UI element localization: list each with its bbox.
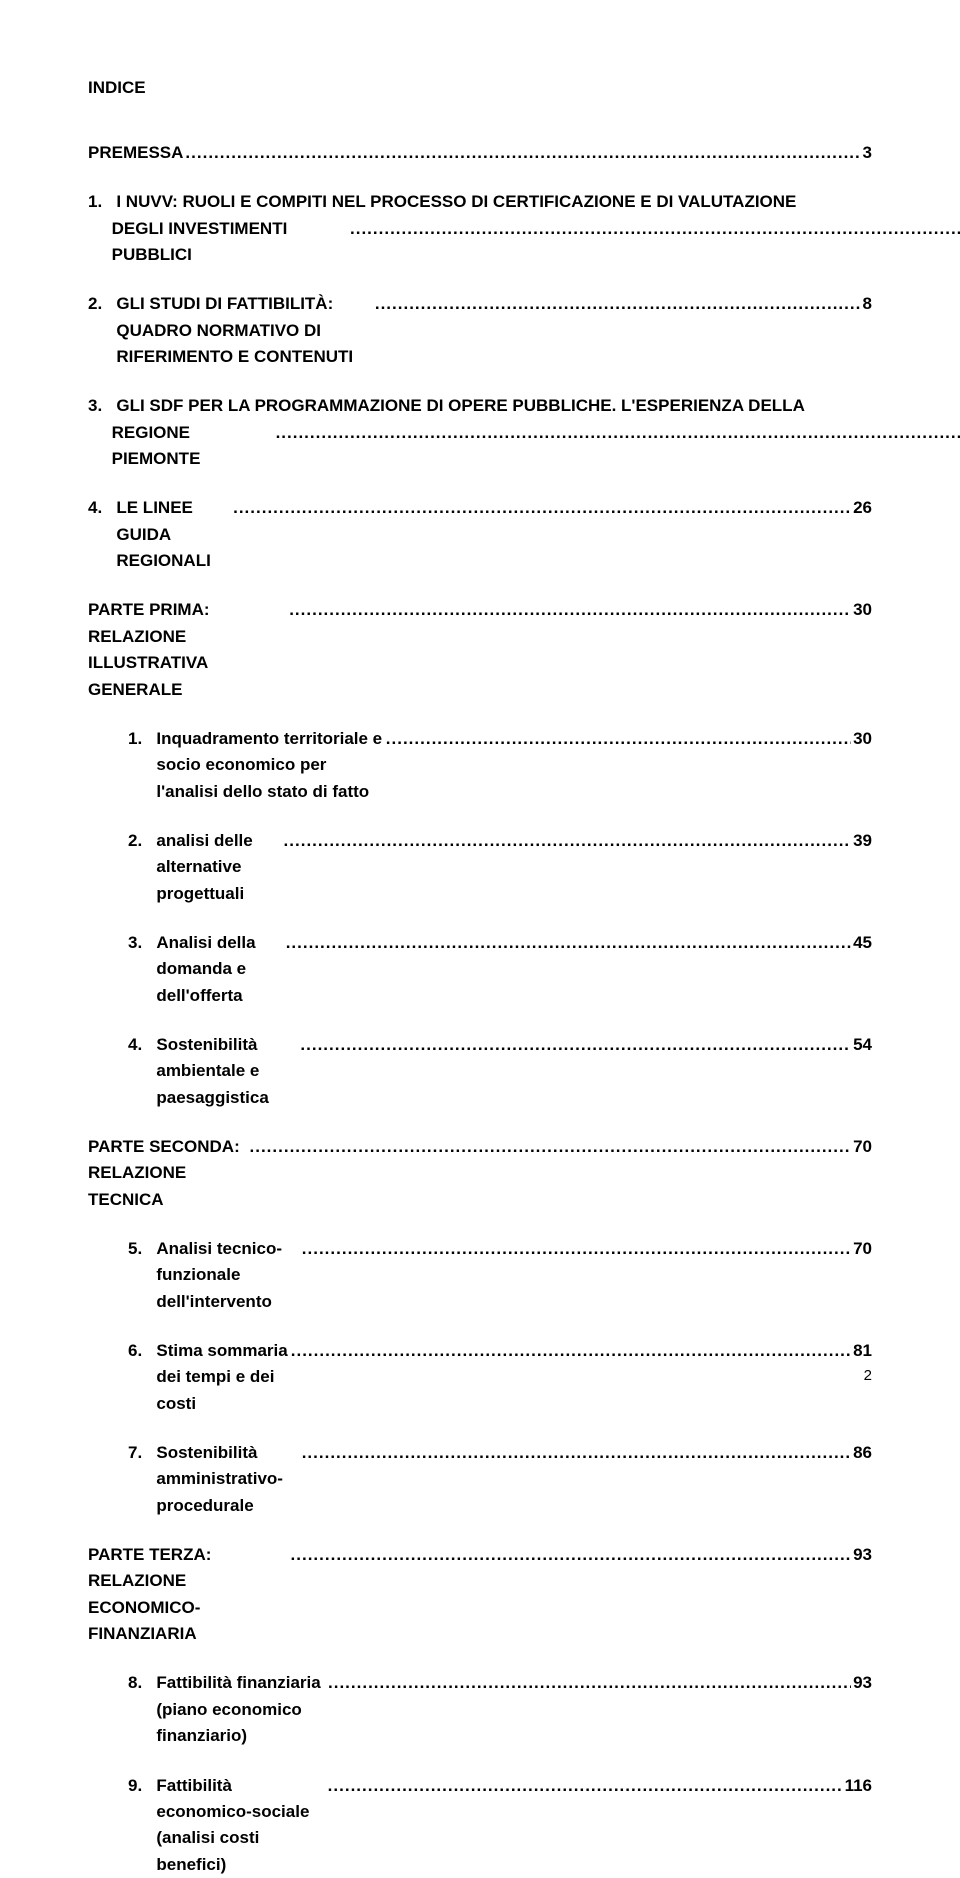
toc-leader [298, 1032, 851, 1058]
toc-text: PARTE TERZA: RELAZIONE ECONOMICO-FINANZI… [88, 1542, 289, 1647]
toc-entry: 2. GLI STUDI DI FATTIBILITÀ: QUADRO NORM… [88, 291, 872, 370]
toc-leader [348, 216, 960, 242]
toc-entry: 8. Fattibilità finanziaria (piano econom… [88, 1670, 872, 1749]
toc-num: 1. [128, 726, 156, 752]
toc-entry: 9. Fattibilità economico-sociale (analis… [88, 1773, 872, 1878]
toc-page: 30 [851, 597, 872, 623]
toc-leader [326, 1670, 851, 1696]
toc-entry: 1. I NUVV: RUOLI E COMPITI NEL PROCESSO … [88, 189, 872, 268]
toc-page: 54 [851, 1032, 872, 1058]
toc-text: PARTE SECONDA: RELAZIONE TECNICA [88, 1134, 248, 1213]
toc-text: LE LINEE GUIDA REGIONALI [116, 495, 231, 574]
toc-text: I NUVV: RUOLI E COMPITI NEL PROCESSO DI … [116, 189, 796, 215]
toc-entry: 7. Sostenibilità amministrativo-procedur… [88, 1440, 872, 1519]
toc-entry: 3. GLI SDF PER LA PROGRAMMAZIONE DI OPER… [88, 393, 872, 472]
toc-num: 4. [88, 495, 116, 521]
toc-page: 116 [843, 1773, 872, 1799]
toc-page: 39 [851, 828, 872, 854]
toc-text: Stima sommaria dei tempi e dei costi [156, 1338, 288, 1417]
toc-text: GLI STUDI DI FATTIBILITÀ: QUADRO NORMATI… [116, 291, 373, 370]
toc-leader [284, 930, 851, 956]
toc-entry: 6. Stima sommaria dei tempi e dei costi … [88, 1338, 872, 1417]
toc-leader [282, 828, 852, 854]
toc-entry: 4. Sostenibilità ambientale e paesaggist… [88, 1032, 872, 1111]
toc-page: 45 [851, 930, 872, 956]
toc-leader [231, 495, 851, 521]
toc-page: 70 [851, 1236, 872, 1262]
toc-text: GLI SDF PER LA PROGRAMMAZIONE DI OPERE P… [116, 393, 804, 419]
toc-list: PREMESSA 3 1. I NUVV: RUOLI E COMPITI NEL… [88, 140, 872, 1878]
toc-text: Sostenibilità amministrativo-procedurale [156, 1440, 299, 1519]
toc-leader [289, 1338, 851, 1364]
toc-num: 4. [128, 1032, 156, 1058]
toc-num: 7. [128, 1440, 156, 1466]
toc-num: 6. [128, 1338, 156, 1364]
page-title: INDICE [88, 78, 872, 98]
toc-text: Inquadramento territoriale e socio econo… [156, 726, 383, 805]
toc-page: 3 [861, 140, 872, 166]
toc-page: 93 [851, 1670, 872, 1696]
toc-page: 81 [851, 1338, 872, 1364]
toc-leader [373, 291, 861, 317]
toc-num: 2. [88, 291, 116, 317]
toc-page: 8 [861, 291, 872, 317]
toc-text: PREMESSA [88, 140, 183, 166]
toc-text: DEGLI INVESTIMENTI PUBBLICI [112, 216, 348, 269]
toc-entry: PREMESSA 3 [88, 140, 872, 166]
toc-entry: 3. Analisi della domanda e dell'offerta … [88, 930, 872, 1009]
toc-leader [300, 1440, 851, 1466]
toc-entry: PARTE PRIMA: RELAZIONE ILLUSTRATIVA GENE… [88, 597, 872, 702]
toc-text: Analisi tecnico-funzionale dell'interven… [156, 1236, 299, 1315]
toc-num: 5. [128, 1236, 156, 1262]
toc-text: analisi delle alternative progettuali [156, 828, 281, 907]
toc-text: Fattibilità finanziaria (piano economico… [156, 1670, 326, 1749]
toc-page: 70 [851, 1134, 872, 1160]
toc-page: 26 [851, 495, 872, 521]
page-number: 2 [864, 1367, 872, 1384]
toc-leader [248, 1134, 852, 1160]
toc-entry: 5. Analisi tecnico-funzionale dell'inter… [88, 1236, 872, 1315]
toc-text: PARTE PRIMA: RELAZIONE ILLUSTRATIVA GENE… [88, 597, 287, 702]
toc-leader [287, 597, 851, 623]
toc-text: Fattibilità economico-sociale (analisi c… [156, 1773, 325, 1878]
toc-num: 8. [128, 1670, 156, 1696]
toc-page: 86 [851, 1440, 872, 1466]
toc-num: 1. [88, 189, 116, 215]
toc-leader [183, 140, 860, 166]
toc-num: 2. [128, 828, 156, 854]
toc-num: 3. [128, 930, 156, 956]
toc-text: Analisi della domanda e dell'offerta [156, 930, 283, 1009]
toc-page: 30 [851, 726, 872, 752]
toc-text: REGIONE PIEMONTE [112, 420, 274, 473]
toc-num: 9. [128, 1773, 156, 1799]
toc-entry: 4. LE LINEE GUIDA REGIONALI 26 [88, 495, 872, 574]
toc-entry: PARTE SECONDA: RELAZIONE TECNICA 70 [88, 1134, 872, 1213]
toc-leader [274, 420, 960, 446]
toc-entry: 1. Inquadramento territoriale e socio ec… [88, 726, 872, 805]
toc-leader [289, 1542, 852, 1568]
toc-leader [300, 1236, 851, 1262]
toc-leader [326, 1773, 843, 1799]
toc-num: 3. [88, 393, 116, 419]
toc-text: Sostenibilità ambientale e paesaggistica [156, 1032, 298, 1111]
toc-entry: PARTE TERZA: RELAZIONE ECONOMICO-FINANZI… [88, 1542, 872, 1647]
toc-page: 93 [851, 1542, 872, 1568]
toc-leader [384, 726, 851, 752]
toc-entry: 2. analisi delle alternative progettuali… [88, 828, 872, 907]
